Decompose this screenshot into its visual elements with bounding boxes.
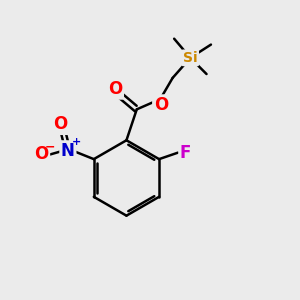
Text: −: − — [44, 141, 55, 154]
Text: O: O — [108, 80, 122, 98]
Text: O: O — [154, 96, 168, 114]
Text: F: F — [180, 144, 191, 162]
Text: O: O — [34, 145, 49, 163]
Text: N: N — [61, 142, 75, 160]
Text: +: + — [71, 137, 81, 147]
Text: O: O — [53, 116, 68, 134]
Text: Si: Si — [183, 51, 198, 65]
